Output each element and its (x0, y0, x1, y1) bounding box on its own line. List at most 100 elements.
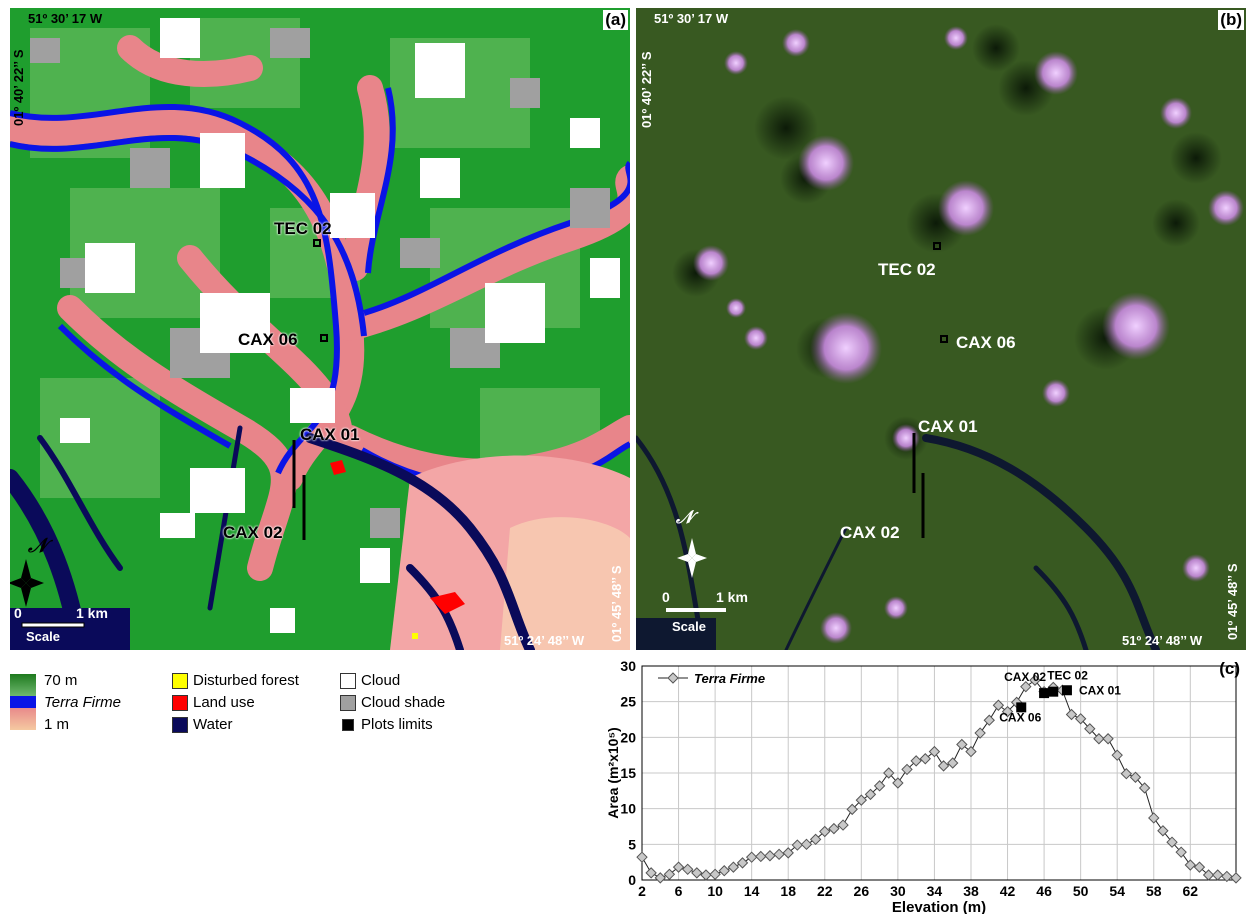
data-point (1221, 870, 1233, 883)
coord-bottom-b: 51º 24’ 48’’ W (1122, 633, 1203, 648)
plot-label-cax01-a: CAX 01 (300, 425, 360, 444)
scale-label-b: Scale (672, 619, 706, 634)
legend-elev-low: 1 m (44, 716, 70, 733)
x-tick-label: 18 (780, 883, 796, 899)
y-tick-label: 15 (620, 765, 636, 781)
data-point (745, 851, 758, 863)
legend-plots-limits: Plots limits (340, 716, 433, 733)
data-point (974, 727, 986, 739)
data-point (947, 757, 959, 769)
x-tick-label: 46 (1036, 883, 1052, 899)
data-point (791, 839, 804, 851)
data-point (700, 869, 712, 881)
water-swatch-icon (172, 716, 188, 733)
data-point (883, 767, 895, 779)
scale-zero-b: 0 (662, 589, 670, 605)
legend-land-use: Land use (172, 694, 255, 711)
data-point (709, 868, 721, 881)
plot-marker-cax06 (320, 334, 328, 342)
x-axis-label: Elevation (m) (892, 899, 986, 914)
land-use-swatch-icon (172, 694, 188, 711)
data-point (819, 825, 831, 838)
data-point (663, 868, 676, 881)
plots-swatch-icon (342, 718, 354, 731)
data-point (901, 763, 913, 776)
y-tick-label: 5 (628, 836, 636, 852)
plot-marker-label: TEC 02 (1047, 669, 1088, 683)
legend-terra-firme: Terra Firme (44, 694, 121, 711)
coord-left-b: 01º 40’ 22’’ S (639, 51, 654, 128)
coord-right-b: 01º 45’ 48’’ S (1225, 563, 1240, 640)
data-point (809, 833, 822, 846)
coord-top-a: 51º 30’ 17 W (28, 11, 103, 26)
plot-label-cax01-b: CAX 01 (918, 417, 978, 436)
x-tick-label: 14 (744, 883, 760, 899)
classified-map-panel: (a) 51º 30’ 17 W 01º 40’ 22’’ S 01º 45’ … (10, 8, 630, 650)
data-point (1084, 723, 1096, 735)
north-arrow-b-icon (677, 538, 707, 578)
satellite-image-panel: (b) 51º 30’ 17 W 01º 40’ 22’’ S 01º 45’ … (636, 8, 1246, 650)
legend-cloud: Cloud (340, 672, 400, 689)
legend-marker (667, 672, 679, 684)
plot-marker-label: CAX 06 (999, 710, 1041, 724)
data-point (1193, 861, 1206, 873)
north-arrow-icon (10, 559, 44, 607)
data-point (1166, 836, 1178, 848)
y-axis-label: Area (m²x10⁵) (605, 727, 621, 818)
data-point (1120, 768, 1133, 780)
x-tick-label: 10 (707, 883, 723, 899)
map-legend: 70 m Terra Firme 1 m Disturbed forest La… (10, 670, 570, 760)
data-point (937, 760, 950, 772)
data-point (828, 822, 840, 835)
data-point (892, 777, 904, 789)
y-tick-label: 30 (620, 658, 636, 674)
plot-label-cax02-a: CAX 02 (223, 523, 283, 542)
data-point (1129, 771, 1142, 783)
legend-disturbed-forest: Disturbed forest (172, 672, 299, 689)
scale-zero-a: 0 (14, 605, 22, 621)
plot-marker-point (1048, 686, 1059, 697)
coord-right-a: 01º 45’ 48’’ S (609, 565, 624, 642)
data-point (1202, 869, 1215, 881)
y-tick-label: 0 (628, 872, 636, 888)
x-tick-label: 58 (1146, 883, 1162, 899)
classified-map-canvas (10, 8, 630, 650)
y-tick-label: 10 (620, 801, 636, 817)
data-point (1102, 733, 1114, 745)
data-point (1111, 749, 1123, 761)
data-point (1175, 846, 1187, 858)
x-tick-label: 26 (854, 883, 870, 899)
data-point (910, 755, 922, 767)
plot-marker-label: CAX 02 (1004, 670, 1046, 684)
cloud-swatch-icon (340, 672, 356, 689)
data-point (691, 867, 703, 879)
data-point (1184, 859, 1197, 871)
plot-marker-point (1039, 688, 1050, 699)
data-point (873, 780, 886, 792)
scale-bar-icon (21, 622, 85, 628)
data-point (727, 861, 740, 873)
data-point (782, 847, 794, 859)
north-label-a: 𝒩 (28, 535, 48, 557)
data-point (928, 745, 941, 758)
disturbed-swatch-icon (172, 672, 188, 689)
data-point (919, 753, 931, 765)
scale-label-a: Scale (26, 629, 60, 644)
x-tick-label: 2 (638, 883, 646, 899)
cloud-shade-swatch-icon (340, 694, 356, 711)
plot-marker-point (1016, 702, 1027, 713)
legend-water: Water (172, 716, 232, 733)
x-tick-label: 30 (890, 883, 906, 899)
plot-marker-label: CAX 01 (1079, 683, 1121, 697)
plot-label-tec02-a: TEC 02 (274, 219, 332, 238)
scale-km-b: 1 km (716, 589, 748, 605)
data-point (1230, 872, 1242, 884)
plot-label-cax06-a: CAX 06 (238, 330, 298, 349)
y-tick-label: 20 (620, 729, 636, 745)
panel-letter-b: (b) (1218, 10, 1244, 30)
data-point (1148, 812, 1160, 824)
x-tick-label: 54 (1109, 883, 1125, 899)
x-tick-label: 22 (817, 883, 833, 899)
legend-label: Terra Firme (694, 671, 765, 686)
data-point (837, 819, 849, 831)
